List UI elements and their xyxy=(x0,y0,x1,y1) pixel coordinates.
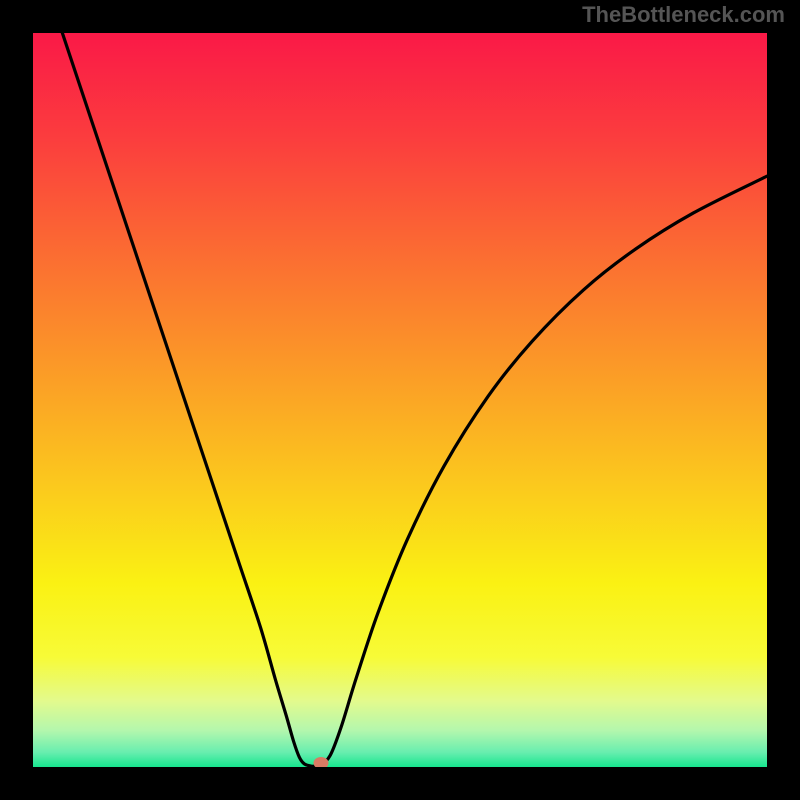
minimum-marker xyxy=(313,757,328,767)
watermark-text: TheBottleneck.com xyxy=(582,2,785,28)
plot-area xyxy=(33,33,767,767)
curve-path xyxy=(62,33,767,766)
bottleneck-curve xyxy=(33,33,767,767)
plot-frame xyxy=(0,0,800,800)
